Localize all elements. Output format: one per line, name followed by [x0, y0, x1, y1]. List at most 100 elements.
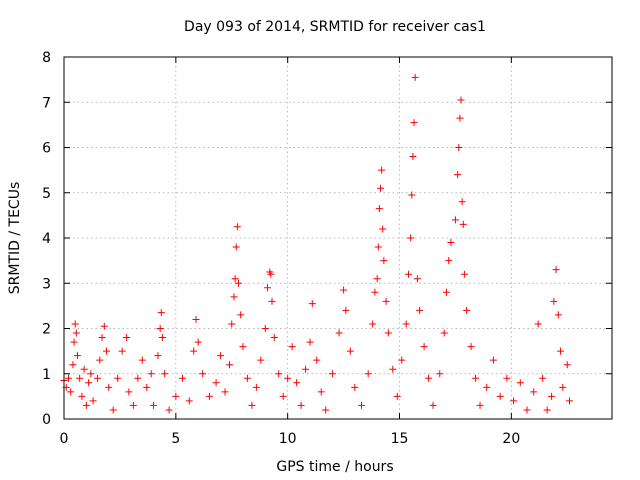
- x-tick-label: 20: [502, 431, 520, 447]
- data-point: [205, 392, 213, 400]
- y-tick-label: 4: [42, 231, 51, 247]
- data-point: [64, 374, 72, 382]
- data-point: [516, 379, 524, 387]
- data-point: [408, 191, 416, 199]
- plot-frame: [63, 56, 613, 420]
- data-point: [489, 356, 497, 364]
- data-point: [411, 73, 419, 81]
- data-point: [393, 392, 401, 400]
- data-point: [270, 334, 278, 342]
- data-point: [156, 325, 164, 332]
- data-point: [228, 320, 236, 328]
- data-point: [374, 243, 382, 251]
- data-point: [317, 388, 325, 396]
- data-point: [76, 374, 84, 382]
- data-point: [138, 356, 146, 364]
- data-point: [217, 352, 225, 360]
- data-point: [457, 96, 465, 104]
- data-point: [346, 347, 354, 355]
- data-point: [447, 239, 455, 247]
- data-point: [147, 370, 155, 378]
- data-point: [382, 297, 390, 305]
- x-tick-label: 10: [279, 431, 297, 447]
- data-point: [302, 365, 310, 373]
- x-tick-label: 15: [391, 431, 409, 447]
- y-tick-label: 1: [42, 367, 51, 383]
- data-point: [67, 388, 75, 396]
- data-point: [94, 374, 102, 382]
- data-point: [373, 275, 381, 283]
- data-point: [340, 286, 348, 294]
- data-point: [425, 374, 433, 382]
- y-tick-label: 3: [42, 276, 51, 292]
- data-point: [297, 401, 305, 409]
- y-tick-label: 0: [42, 412, 51, 428]
- data-point: [71, 320, 79, 328]
- data-point: [566, 397, 574, 405]
- data-point: [125, 388, 133, 396]
- data-point: [80, 365, 88, 373]
- data-point: [279, 392, 287, 400]
- data-point: [455, 144, 463, 151]
- x-tick-label: 0: [60, 431, 69, 447]
- data-point: [530, 388, 538, 396]
- data-point: [89, 397, 97, 405]
- data-point: [248, 401, 256, 409]
- data-point: [114, 374, 122, 382]
- data-point: [523, 406, 531, 414]
- y-tick-label: 2: [42, 322, 51, 338]
- data-point: [539, 374, 547, 382]
- data-point: [369, 320, 377, 328]
- data-point: [454, 171, 462, 179]
- y-axis-label: SRMTID / TECUs: [7, 182, 23, 295]
- data-point: [389, 365, 397, 373]
- data-point: [123, 334, 131, 342]
- data-point: [234, 279, 242, 287]
- data-point: [252, 383, 260, 391]
- data-point: [357, 401, 365, 409]
- data-point: [284, 374, 292, 382]
- data-point: [467, 343, 475, 351]
- data-point: [102, 347, 110, 355]
- data-point: [322, 406, 330, 414]
- data-point: [96, 356, 104, 364]
- data-point: [226, 361, 234, 369]
- data-point: [268, 297, 276, 305]
- data-point: [402, 320, 410, 328]
- data-point: [185, 397, 193, 405]
- data-point: [192, 315, 200, 323]
- data-point: [158, 334, 166, 342]
- data-point: [212, 379, 220, 387]
- gridlines: [64, 57, 612, 419]
- data-point: [257, 356, 265, 364]
- data-point: [534, 320, 542, 328]
- data-point: [100, 322, 108, 330]
- data-point: [129, 401, 137, 409]
- data-point: [548, 392, 556, 400]
- data-point: [384, 329, 392, 337]
- data-point: [335, 329, 343, 337]
- data-point: [554, 311, 562, 319]
- data-point: [451, 216, 459, 224]
- data-point: [308, 300, 316, 308]
- data-point: [503, 374, 511, 382]
- x-tick-labels: 0 5 10 15 20: [60, 431, 521, 447]
- data-point: [237, 311, 245, 319]
- data-point: [109, 406, 117, 414]
- data-point: [416, 306, 424, 314]
- data-point: [293, 379, 301, 387]
- data-point: [149, 401, 157, 409]
- data-point: [328, 370, 336, 378]
- data-point: [221, 388, 229, 396]
- data-point: [375, 205, 383, 213]
- data-point: [407, 234, 415, 242]
- data-point: [371, 288, 379, 296]
- data-point: [460, 270, 468, 278]
- data-point: [550, 297, 558, 305]
- y-tick-label: 8: [42, 50, 51, 66]
- data-point: [239, 343, 247, 351]
- data-point: [436, 370, 444, 378]
- data-point: [380, 257, 388, 265]
- data-point: [69, 361, 77, 369]
